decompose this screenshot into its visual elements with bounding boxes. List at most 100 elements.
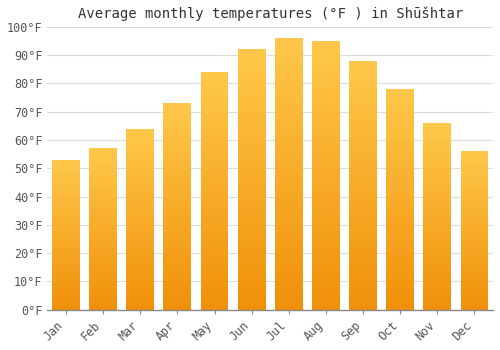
Bar — [349, 255, 377, 260]
Bar — [89, 187, 117, 190]
Bar — [126, 190, 154, 194]
Bar — [126, 179, 154, 183]
Bar — [312, 234, 340, 240]
Bar — [312, 148, 340, 154]
Bar — [164, 120, 192, 124]
Bar — [89, 278, 117, 281]
Bar — [126, 136, 154, 140]
Bar — [460, 307, 488, 310]
Bar — [200, 177, 228, 181]
Bar — [386, 261, 414, 266]
Bar — [312, 304, 340, 310]
Bar — [312, 218, 340, 224]
Bar — [89, 307, 117, 310]
Bar — [312, 170, 340, 175]
Bar — [126, 262, 154, 266]
Bar — [275, 71, 302, 76]
Bar — [238, 138, 266, 143]
Bar — [386, 270, 414, 274]
Bar — [164, 161, 192, 165]
Bar — [312, 240, 340, 245]
Bar — [164, 211, 192, 215]
Bar — [424, 134, 452, 138]
Bar — [460, 253, 488, 256]
Bar — [460, 294, 488, 297]
Bar — [460, 272, 488, 275]
Bar — [424, 250, 452, 254]
Bar — [238, 133, 266, 138]
Bar — [424, 172, 452, 175]
Bar — [460, 250, 488, 253]
Bar — [164, 227, 192, 231]
Bar — [89, 229, 117, 232]
Bar — [89, 197, 117, 200]
Bar — [275, 92, 302, 98]
Bar — [164, 264, 192, 268]
Bar — [275, 120, 302, 125]
Bar — [386, 151, 414, 155]
Bar — [460, 151, 488, 154]
Bar — [349, 270, 377, 275]
Bar — [200, 162, 228, 167]
Bar — [164, 116, 192, 120]
Bar — [52, 259, 80, 262]
Bar — [312, 78, 340, 84]
Bar — [52, 169, 80, 172]
Bar — [238, 55, 266, 60]
Bar — [200, 82, 228, 86]
Bar — [89, 268, 117, 271]
Bar — [275, 206, 302, 212]
Bar — [89, 297, 117, 300]
Bar — [238, 216, 266, 221]
Bar — [164, 111, 192, 116]
Bar — [386, 212, 414, 217]
Bar — [52, 208, 80, 211]
Bar — [164, 260, 192, 264]
Bar — [349, 155, 377, 160]
Bar — [126, 132, 154, 136]
Bar — [126, 270, 154, 273]
Bar — [89, 216, 117, 219]
Bar — [238, 211, 266, 216]
Bar — [386, 283, 414, 288]
Bar — [386, 226, 414, 230]
Bar — [424, 280, 452, 284]
Bar — [424, 168, 452, 172]
Bar — [460, 174, 488, 177]
Bar — [238, 112, 266, 117]
Bar — [126, 273, 154, 277]
Bar — [89, 239, 117, 242]
Bar — [275, 228, 302, 234]
Bar — [312, 267, 340, 272]
Bar — [238, 174, 266, 180]
Bar — [349, 285, 377, 290]
Bar — [52, 271, 80, 274]
Bar — [312, 68, 340, 73]
Bar — [126, 172, 154, 176]
Bar — [275, 163, 302, 168]
Bar — [200, 248, 228, 253]
Bar — [460, 193, 488, 196]
Bar — [52, 202, 80, 205]
Bar — [200, 120, 228, 124]
Bar — [238, 242, 266, 247]
Bar — [424, 276, 452, 280]
Bar — [200, 291, 228, 295]
Bar — [349, 305, 377, 310]
Bar — [275, 245, 302, 250]
Bar — [126, 266, 154, 270]
Bar — [200, 224, 228, 229]
Bar — [312, 251, 340, 256]
Bar — [275, 147, 302, 152]
Bar — [89, 252, 117, 255]
Bar — [312, 143, 340, 148]
Bar — [89, 303, 117, 307]
Bar — [164, 145, 192, 149]
Bar — [424, 212, 452, 216]
Bar — [200, 124, 228, 129]
Bar — [200, 96, 228, 100]
Bar — [126, 288, 154, 292]
Bar — [424, 142, 452, 145]
Bar — [52, 205, 80, 208]
Bar — [238, 195, 266, 201]
